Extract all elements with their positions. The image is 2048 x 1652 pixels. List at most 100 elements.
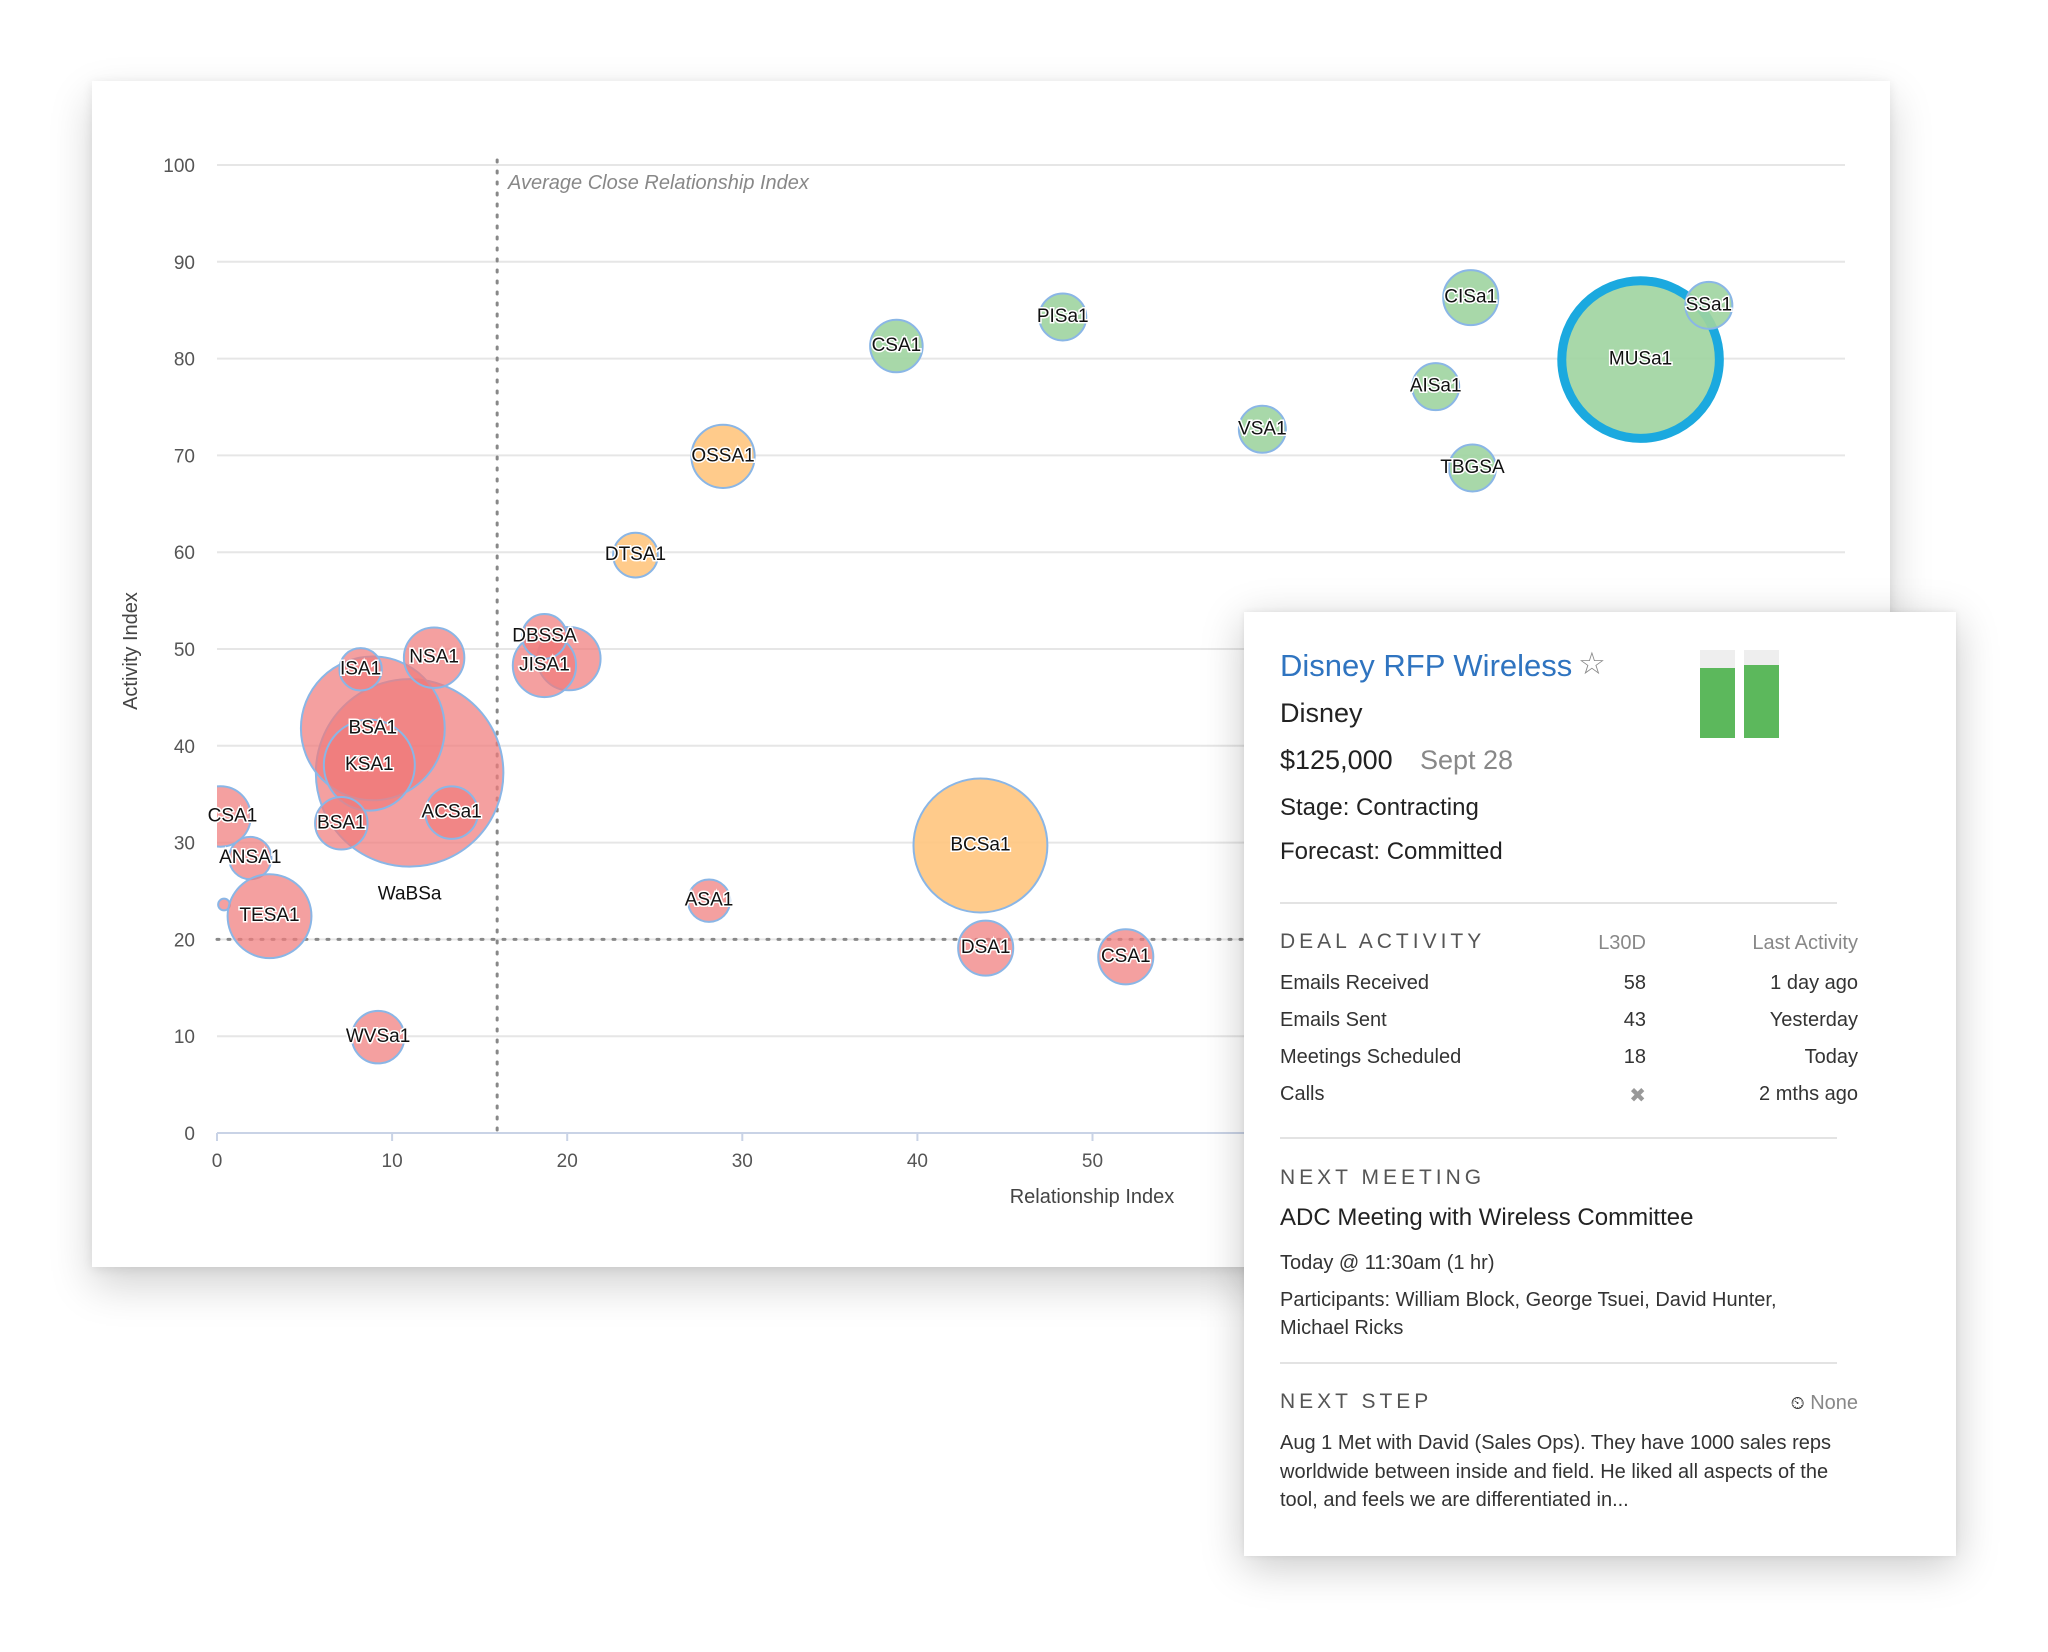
activity-row-label: Meetings Scheduled	[1280, 1046, 1462, 1068]
close-date: Sept 28	[1420, 745, 1514, 775]
next-step-heading: NEXT STEP	[1280, 1390, 1433, 1413]
meeting-participants-cont: Michael Ricks	[1280, 1317, 1404, 1339]
meeting-participants: Participants: William Block, George Tsue…	[1280, 1289, 1777, 1311]
bubble-label: BSA1	[349, 717, 398, 738]
y-tick-label: 80	[174, 350, 195, 371]
bubble-label: ACSa1	[422, 802, 482, 823]
y-tick-label: 90	[174, 253, 195, 274]
bubble-label: ISA1	[340, 658, 381, 679]
x-tick-label: 30	[732, 1151, 753, 1172]
bubble[interactable]	[1684, 280, 1734, 330]
bubble-label: BCSa1	[950, 835, 1010, 856]
bubble[interactable]	[424, 785, 479, 840]
bubble-label: TESA1	[239, 905, 299, 926]
col-l30d: L30D	[1598, 932, 1646, 954]
bubble[interactable]	[1442, 269, 1500, 327]
bubble[interactable]	[521, 613, 568, 660]
meeting-title[interactable]: ADC Meeting with Wireless Committee	[1280, 1204, 1694, 1231]
activity-row-l30d: 18	[1623, 1046, 1646, 1068]
bubble-label: ASA1	[685, 890, 734, 911]
bubble[interactable]	[1237, 404, 1287, 454]
y-tick-label: 20	[174, 930, 195, 951]
x-axis-label: Relationship Index	[1010, 1186, 1175, 1208]
deal-stage: Stage: Contracting	[1280, 794, 1479, 821]
bubble[interactable]	[338, 647, 383, 692]
bubble[interactable]	[612, 531, 659, 579]
col-last-activity: Last Activity	[1752, 932, 1858, 954]
y-tick-label: 100	[163, 156, 195, 177]
bubble-label: WaBSa	[378, 884, 442, 905]
activity-row-last: 2 mths ago	[1759, 1083, 1858, 1105]
activity-row-last: Yesterday	[1769, 1009, 1858, 1031]
bubble[interactable]	[1447, 443, 1497, 493]
bubble-label: NSA1	[409, 647, 459, 668]
bubble[interactable]	[1411, 362, 1461, 412]
activity-row-label: Emails Received	[1280, 972, 1429, 994]
bubble[interactable]	[1038, 292, 1088, 342]
clock-icon: ⏲	[1790, 1393, 1805, 1413]
y-tick-label: 30	[174, 834, 195, 855]
bubble[interactable]	[226, 873, 313, 960]
health-bar-fill	[1744, 664, 1779, 738]
divider	[1280, 1137, 1837, 1139]
x-tick-label: 40	[907, 1151, 928, 1172]
bubble-chart: 0102030405060708090100010203040506070809…	[120, 156, 1847, 1208]
bubble-label: DTSA1	[605, 544, 666, 565]
x-tick-label: 20	[557, 1151, 578, 1172]
star-outline-icon[interactable]: ☆	[1578, 646, 1606, 681]
bubble[interactable]	[690, 423, 756, 489]
health-bar-1	[1700, 650, 1735, 738]
bubble[interactable]	[1557, 276, 1724, 443]
bubble-label: MUSa1	[1609, 349, 1672, 370]
next-step-due[interactable]: ⏲ None	[1791, 1392, 1858, 1415]
bubble-label: KSA1	[345, 754, 394, 775]
activity-row-l30d: 58	[1623, 972, 1646, 994]
y-tick-label: 0	[184, 1124, 195, 1145]
bubble-label: ANSA1	[219, 847, 281, 868]
deal-detail-card: Disney RFP Wireless ☆ Disney $125,000 Se…	[1244, 612, 1956, 1556]
activity-row-last: Today	[1804, 1046, 1858, 1068]
y-tick-label: 50	[174, 640, 195, 661]
bubble-label: AISa1	[1410, 376, 1462, 397]
next-step-text-1: Aug 1 Met with David (Sales Ops). They h…	[1280, 1432, 1832, 1454]
bubble[interactable]	[402, 626, 466, 689]
bubble[interactable]	[350, 1009, 406, 1065]
bubble-label: VSA1	[1238, 418, 1287, 439]
bubble-label: CSA1	[872, 335, 922, 356]
bubble[interactable]	[957, 919, 1015, 977]
meeting-time: Today @ 11:30am (1 hr)	[1280, 1252, 1495, 1274]
account-name: Disney	[1280, 698, 1363, 728]
bubble-label: WVSa1	[346, 1026, 410, 1047]
deal-title-link[interactable]: Disney RFP Wireless	[1280, 648, 1573, 683]
activity-row-label: Calls	[1280, 1083, 1325, 1105]
bubble-label: SSa1	[1686, 294, 1732, 315]
bubble[interactable]	[1097, 928, 1155, 986]
x-tick-label: 50	[1082, 1151, 1103, 1172]
bubble[interactable]	[322, 718, 416, 812]
bubble-label: CSA1	[208, 805, 258, 826]
bubble[interactable]	[912, 777, 1049, 914]
x-tick-label: 0	[212, 1151, 223, 1172]
bubble-label: TBGSA	[1440, 457, 1505, 478]
activity-row-l30d: 43	[1623, 1009, 1646, 1031]
bubble[interactable]	[869, 318, 924, 374]
deal-amount: $125,000	[1280, 745, 1393, 775]
activity-row-label: Emails Sent	[1280, 1009, 1387, 1031]
bubble-label: DBSSA	[512, 625, 577, 646]
bubble[interactable]	[314, 795, 369, 851]
next-step-text-2: worldwide between inside and field. He l…	[1280, 1461, 1829, 1483]
next-step-text-3: tool, and feels we are differentiated in…	[1280, 1489, 1629, 1511]
x-tick-label: 10	[382, 1151, 403, 1172]
bubble-label: DSA1	[961, 937, 1011, 958]
y-tick-label: 10	[174, 1027, 195, 1048]
next-meeting-heading: NEXT MEETING	[1280, 1166, 1486, 1189]
bubble[interactable]	[190, 785, 252, 848]
bubble-label: JISA1	[519, 654, 570, 675]
bubble-label: OSSA1	[691, 445, 754, 466]
divider	[1280, 1362, 1837, 1364]
deal-activity-heading: DEAL ACTIVITY	[1280, 930, 1486, 953]
activity-row-last: 1 day ago	[1770, 972, 1858, 994]
activity-row-l30d: ✖	[1629, 1085, 1646, 1107]
y-tick-label: 40	[174, 737, 195, 758]
bubble[interactable]	[686, 878, 732, 923]
